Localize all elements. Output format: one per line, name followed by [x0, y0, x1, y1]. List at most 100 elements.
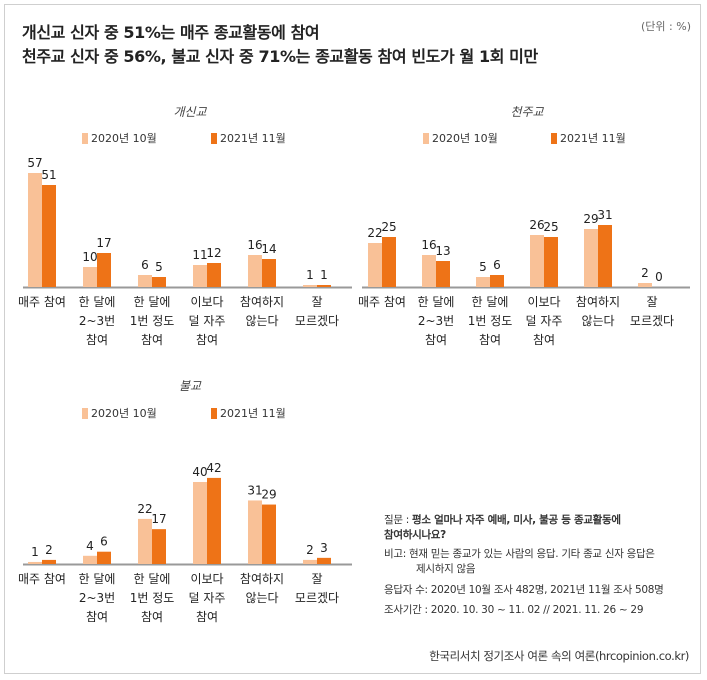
category-label: 참여하지 — [576, 295, 620, 309]
category-label: 참여 — [141, 610, 163, 624]
bar-value-label: 0 — [655, 270, 663, 284]
bar-value-label: 31 — [247, 483, 262, 497]
bar — [490, 275, 504, 287]
legend-swatch — [211, 408, 217, 419]
category-label: 잘 — [311, 572, 322, 586]
bar-value-label: 1 — [306, 268, 314, 282]
bar — [207, 477, 221, 564]
bar-value-label: 16 — [247, 238, 262, 252]
bar — [42, 185, 56, 287]
legend-label: 2020년 10월 — [91, 132, 157, 145]
bar — [303, 285, 317, 287]
bar — [248, 500, 262, 564]
bar — [368, 243, 382, 287]
bar — [83, 555, 97, 564]
category-label: 한 달에 — [472, 295, 509, 309]
bar — [638, 283, 652, 287]
bar-value-label: 2 — [45, 543, 53, 557]
category-label: 매주 참여 — [18, 295, 66, 309]
category-label: 모르겠다 — [295, 591, 339, 605]
bar-value-label: 10 — [82, 250, 97, 264]
note-question: 질문 : 평소 얼마나 자주 예배, 미사, 불공 등 종교활동에 — [384, 512, 621, 527]
category-label: 참여 — [196, 610, 218, 624]
legend-swatch — [211, 133, 217, 144]
category-label: 한 달에 — [418, 295, 455, 309]
chart-frame — [4, 4, 701, 674]
category-label: 잘 — [311, 295, 322, 309]
category-label: 참여 — [86, 333, 108, 347]
category-label: 이보다 — [190, 572, 223, 586]
category-label: 참여 — [479, 333, 501, 347]
bar — [28, 561, 42, 564]
bar-value-label: 17 — [151, 512, 166, 526]
legend-label: 2020년 10월 — [432, 132, 498, 145]
bar — [193, 265, 207, 287]
bar — [436, 261, 450, 287]
category-label: 한 달에 — [79, 295, 116, 309]
category-label: 2~3번 — [79, 314, 115, 328]
bar — [262, 504, 276, 564]
bar-value-label: 42 — [206, 461, 221, 475]
category-label: 매주 참여 — [358, 295, 406, 309]
bar — [317, 285, 331, 287]
legend-swatch — [423, 133, 429, 144]
chart-title: 불교 — [179, 379, 202, 393]
bar-value-label: 29 — [261, 488, 276, 502]
bar — [598, 225, 612, 287]
bar-value-label: 29 — [583, 212, 598, 226]
bar-value-label: 3 — [320, 541, 328, 555]
bar-value-label: 11 — [192, 248, 207, 262]
bar-value-label: 26 — [529, 218, 544, 232]
bar — [152, 277, 166, 287]
bar — [422, 255, 436, 287]
category-label: 모르겠다 — [630, 314, 674, 328]
bar-value-label: 6 — [141, 258, 149, 272]
category-label: 2~3번 — [79, 591, 115, 605]
bar — [97, 551, 111, 564]
title-line-2: 천주교 신자 중 56%, 불교 신자 중 71%는 종교활동 참여 빈도가 월… — [22, 47, 538, 66]
bar-value-label: 22 — [137, 502, 152, 516]
bar — [248, 255, 262, 287]
note-question-label: 질문 : — [384, 514, 409, 526]
category-label: 참여 — [196, 333, 218, 347]
category-label: 참여 — [141, 333, 163, 347]
bar — [544, 237, 558, 287]
category-label: 덜 자주 — [189, 314, 226, 328]
note-respondents: 응답자 수: 2020년 10월 조사 482명, 2021년 11월 조사 5… — [384, 584, 664, 596]
bar-value-label: 17 — [96, 236, 111, 250]
bar-value-label: 40 — [192, 465, 207, 479]
bar — [262, 259, 276, 287]
bar — [207, 263, 221, 287]
note-question-text-1: 평소 얼마나 자주 예배, 미사, 불공 등 종교활동에 — [412, 514, 621, 526]
bar-value-label: 51 — [41, 168, 56, 182]
bar — [193, 482, 207, 564]
bar-value-label: 25 — [543, 220, 558, 234]
note-remark: 비고: 현재 믿는 종교가 있는 사람의 응답. 기타 종교 신자 응답은 — [384, 546, 655, 561]
category-label: 2~3번 — [418, 314, 454, 328]
bar-value-label: 31 — [597, 208, 612, 222]
bar-value-label: 6 — [493, 258, 501, 272]
category-label: 이보다 — [527, 295, 560, 309]
legend-label: 2021년 11월 — [560, 132, 626, 145]
category-label: 1번 정도 — [468, 314, 513, 328]
category-label: 1번 정도 — [130, 314, 175, 328]
legend-label: 2021년 11월 — [220, 132, 286, 145]
category-label: 않는다 — [245, 591, 278, 605]
bar — [28, 173, 42, 287]
bar-value-label: 2 — [641, 266, 649, 280]
category-label: 한 달에 — [134, 295, 171, 309]
category-label: 한 달에 — [79, 572, 116, 586]
source-credit: 한국리서치 정기조사 여론 속의 여론(hrcopinion.co.kr) — [429, 649, 689, 663]
bar-value-label: 16 — [421, 238, 436, 252]
bar-value-label: 22 — [367, 226, 382, 240]
category-label: 이보다 — [190, 295, 223, 309]
note-remark-text-2: 제시하지 않음 — [416, 563, 476, 575]
bar-value-label: 2 — [306, 543, 314, 557]
bar — [317, 557, 331, 564]
title-line-1: 개신교 신자 중 51%는 매주 종교활동에 참여 — [22, 23, 320, 42]
category-label: 1번 정도 — [130, 591, 175, 605]
bar — [303, 559, 317, 564]
note-remark-label: 비고: — [384, 548, 406, 560]
bar-value-label: 1 — [31, 545, 39, 559]
